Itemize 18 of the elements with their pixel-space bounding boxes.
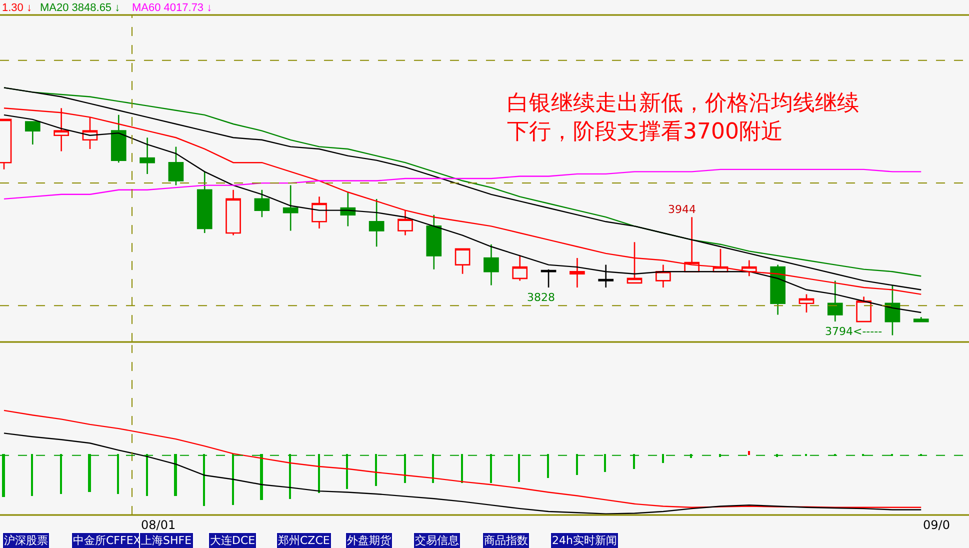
- text: 1.30 ↓: [2, 2, 32, 14]
- text: 中金所CFFEX: [73, 534, 142, 547]
- text: 沪深股票: [4, 534, 48, 547]
- text: MA60 4017.73 ↓: [132, 2, 212, 14]
- text: 外盘期货: [347, 534, 391, 547]
- text: MA20 3848.65 ↓: [40, 2, 120, 14]
- text: 大连DCE: [210, 534, 256, 547]
- annotation: 3794<-----: [825, 325, 882, 338]
- text: 上海SHFE: [141, 534, 192, 547]
- annotation: 3944: [668, 203, 696, 216]
- annotation: 3828: [527, 291, 555, 304]
- text: 08/01: [141, 518, 176, 532]
- text: 交易信息: [415, 534, 459, 547]
- text: 郑州CZCE: [278, 534, 330, 547]
- text: 24h实时新闻: [552, 534, 617, 547]
- text: 商品指数: [484, 534, 528, 547]
- annotation: 白银继续走出新低，价格沿均线继续下行，阶段支撑看3700附近: [507, 91, 859, 145]
- text: 09/0: [923, 518, 950, 532]
